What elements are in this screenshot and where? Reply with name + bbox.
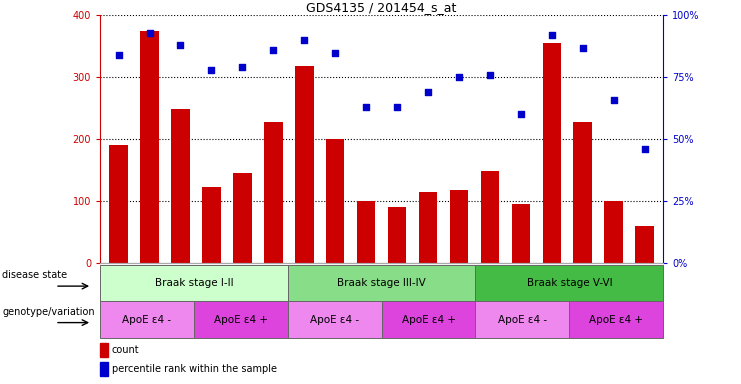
Text: ApoE ε4 +: ApoE ε4 + xyxy=(589,314,643,325)
Point xyxy=(484,72,496,78)
Bar xyxy=(481,171,499,263)
Bar xyxy=(326,139,345,263)
Point xyxy=(576,45,588,51)
Text: ApoE ε4 +: ApoE ε4 + xyxy=(214,314,268,325)
Bar xyxy=(635,226,654,263)
Point xyxy=(453,74,465,80)
Bar xyxy=(171,109,190,263)
Bar xyxy=(233,173,252,263)
Title: GDS4135 / 201454_s_at: GDS4135 / 201454_s_at xyxy=(307,1,456,14)
Text: genotype/variation: genotype/variation xyxy=(2,307,95,317)
Point xyxy=(113,52,124,58)
Text: Braak stage I-II: Braak stage I-II xyxy=(155,278,233,288)
Bar xyxy=(100,301,194,338)
Text: Braak stage V-VI: Braak stage V-VI xyxy=(527,278,612,288)
Bar xyxy=(542,43,561,263)
Point xyxy=(175,42,187,48)
Text: disease state: disease state xyxy=(2,270,67,280)
Bar xyxy=(357,201,376,263)
Bar xyxy=(295,66,313,263)
Bar xyxy=(569,301,663,338)
Bar xyxy=(388,207,406,263)
Text: percentile rank within the sample: percentile rank within the sample xyxy=(112,364,277,374)
Point xyxy=(546,32,558,38)
Point xyxy=(639,146,651,152)
Point xyxy=(329,50,341,56)
Bar xyxy=(476,301,569,338)
Point xyxy=(391,104,403,110)
Point xyxy=(422,89,434,95)
Bar xyxy=(288,265,476,301)
Point xyxy=(268,47,279,53)
Bar xyxy=(100,343,108,357)
Bar xyxy=(288,301,382,338)
Bar xyxy=(511,204,530,263)
Point xyxy=(515,111,527,118)
Point xyxy=(299,37,310,43)
Bar xyxy=(605,201,623,263)
Point xyxy=(608,96,619,103)
Text: ApoE ε4 -: ApoE ε4 - xyxy=(310,314,359,325)
Text: ApoE ε4 +: ApoE ε4 + xyxy=(402,314,456,325)
Bar xyxy=(264,122,282,263)
Bar xyxy=(382,301,476,338)
Point xyxy=(205,67,217,73)
Text: ApoE ε4 -: ApoE ε4 - xyxy=(498,314,547,325)
Bar xyxy=(194,301,288,338)
Bar xyxy=(110,146,128,263)
Point xyxy=(360,104,372,110)
Text: ApoE ε4 -: ApoE ε4 - xyxy=(122,314,171,325)
Bar xyxy=(419,192,437,263)
Bar xyxy=(574,122,592,263)
Bar xyxy=(100,265,288,301)
Bar xyxy=(140,31,159,263)
Point xyxy=(144,30,156,36)
Bar xyxy=(476,265,663,301)
Bar xyxy=(202,187,221,263)
Bar xyxy=(450,190,468,263)
Text: Braak stage III-IV: Braak stage III-IV xyxy=(337,278,426,288)
Point xyxy=(236,64,248,70)
Text: count: count xyxy=(112,345,139,355)
Bar xyxy=(100,362,108,376)
